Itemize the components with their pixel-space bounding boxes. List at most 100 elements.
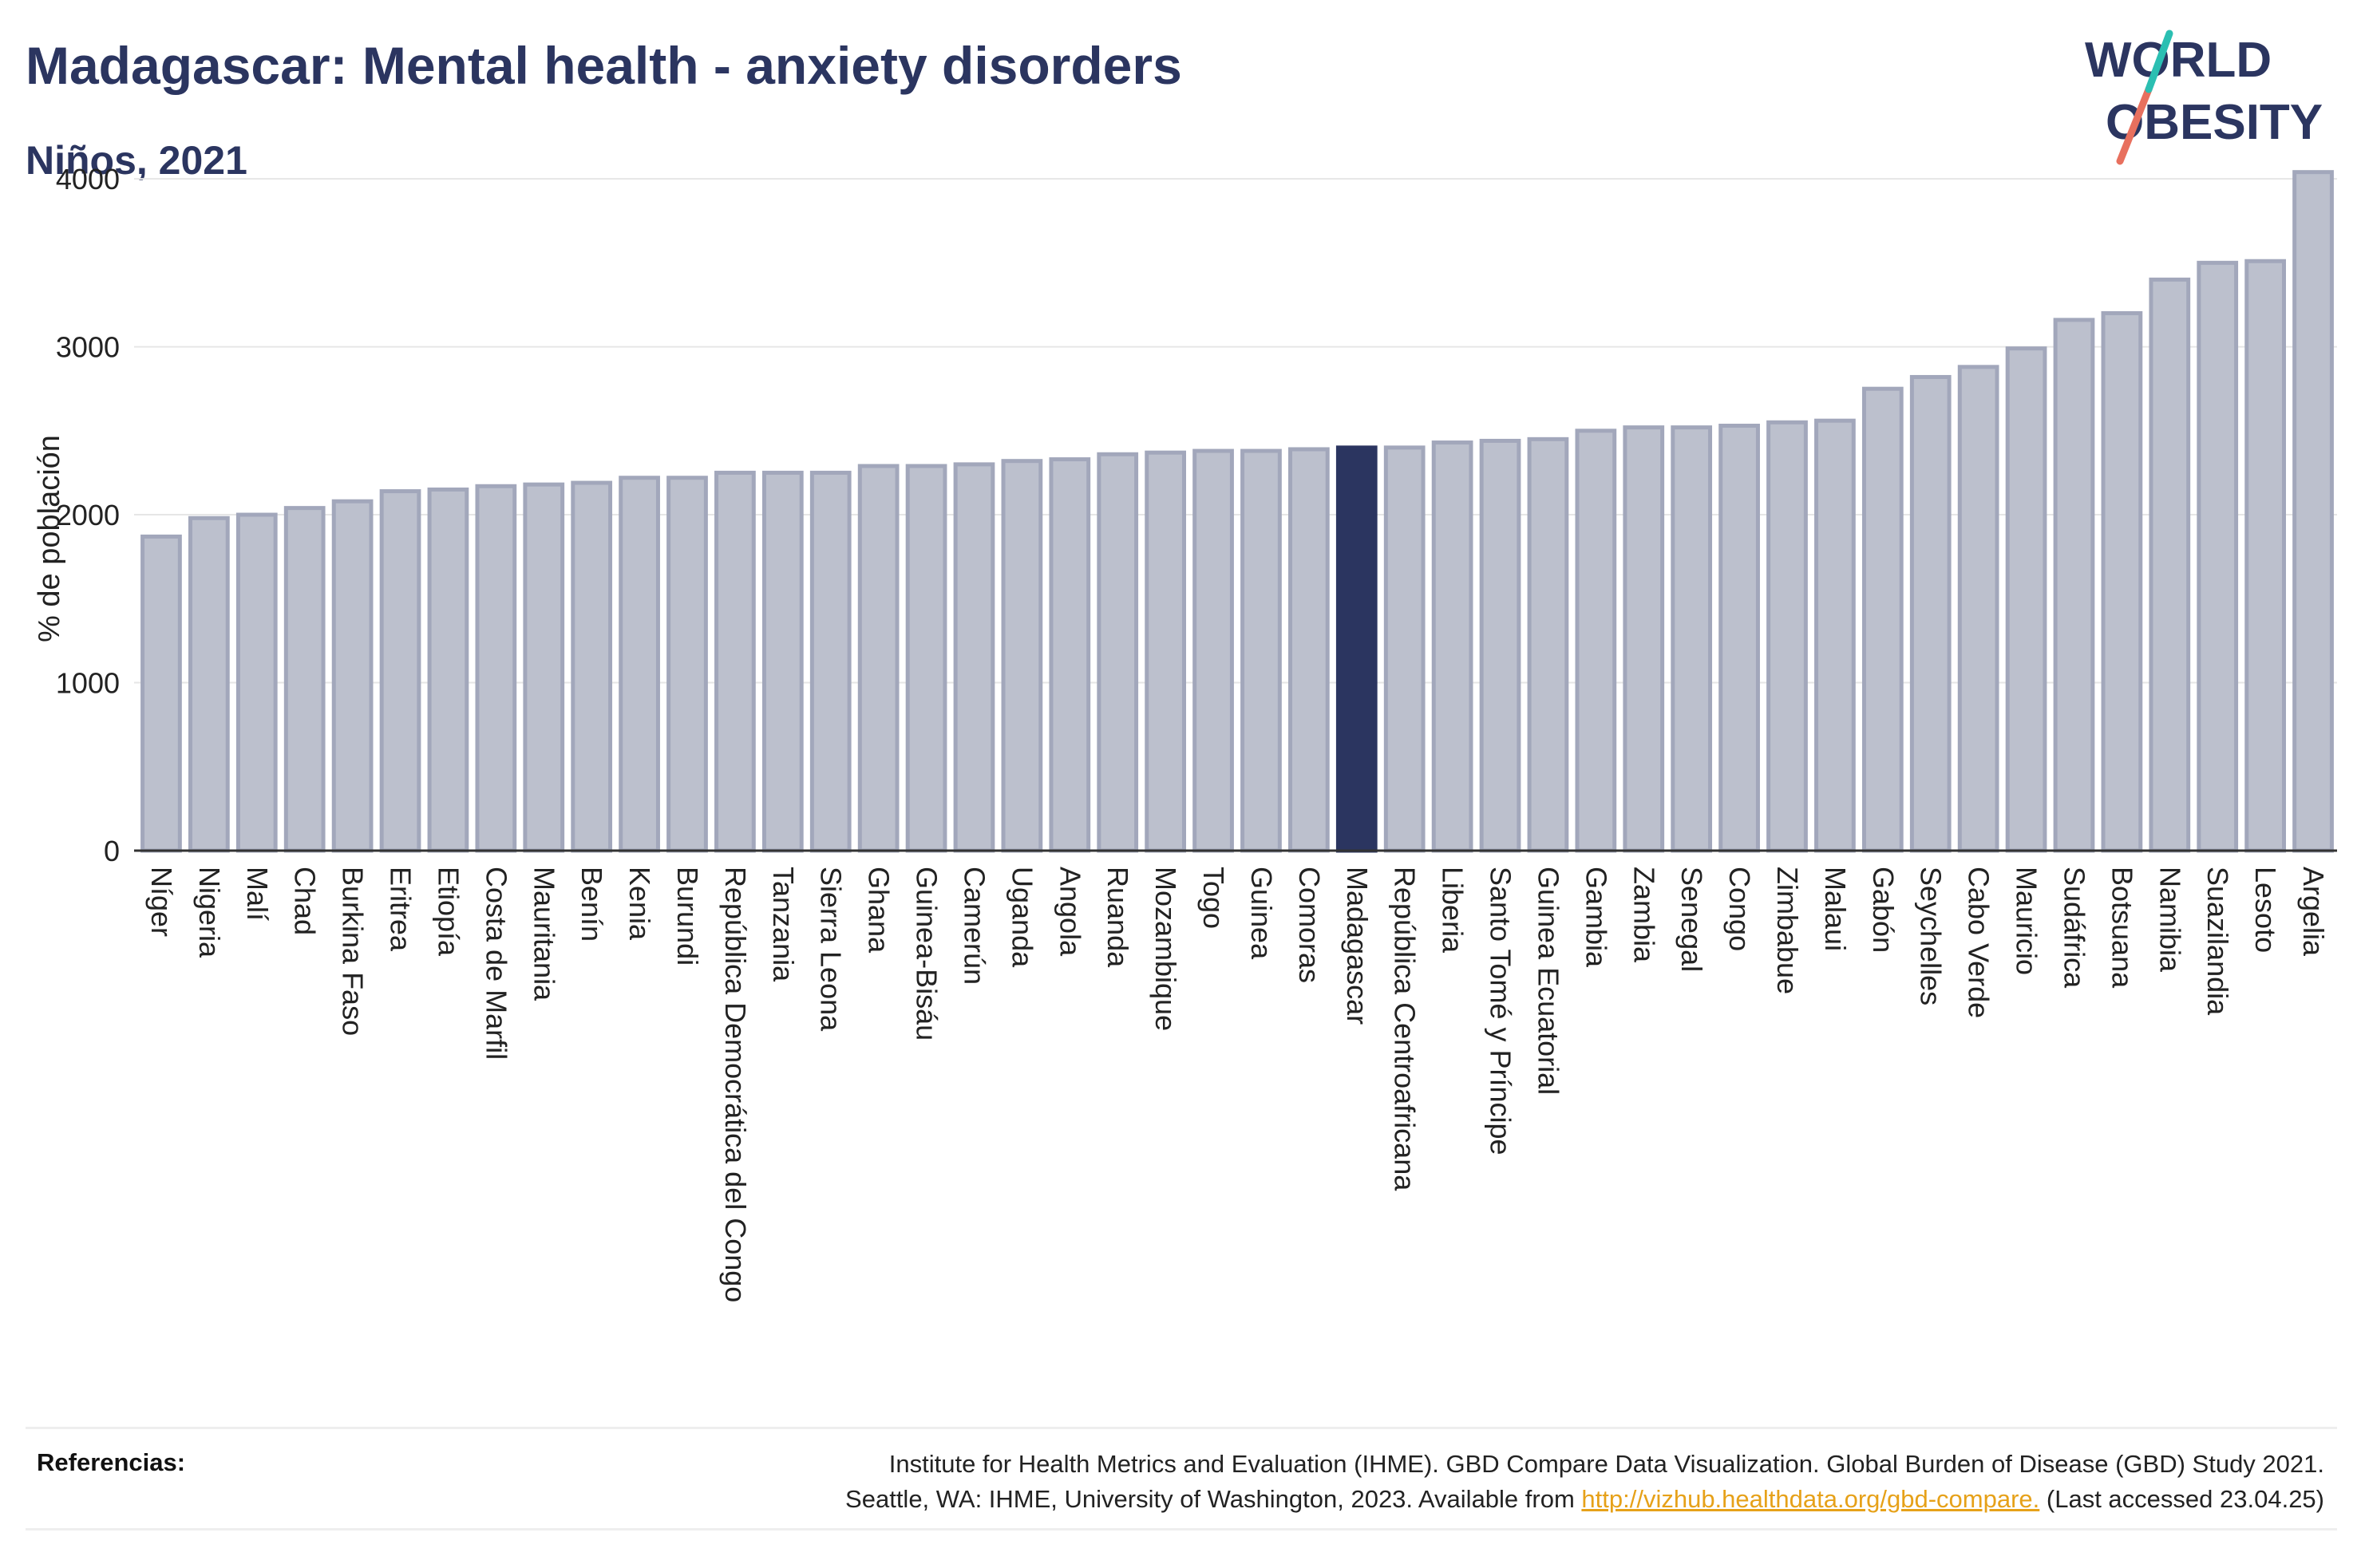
chart-subtitle: Niños, 2021	[26, 138, 247, 183]
bar	[379, 489, 421, 853]
x-tick-label: Santo Tomé y Príncipe	[1485, 867, 1517, 1155]
x-tick-label: Sudáfrica	[2058, 867, 2090, 989]
bar	[1383, 445, 1426, 853]
x-tick-label: Congo	[1723, 867, 1756, 951]
x-tick-label: Mauricio	[2011, 867, 2043, 975]
bar	[1288, 447, 1330, 853]
x-tick-label: Burundi	[671, 867, 704, 966]
bar	[1575, 429, 1617, 853]
x-tick-label: Togo	[1197, 867, 1230, 929]
bar	[761, 470, 804, 853]
x-tick-label: República Democrática del Congo	[719, 867, 752, 1302]
x-tick-label: Angola	[1054, 867, 1086, 957]
x-tick-label: Ghana	[863, 867, 896, 954]
bar	[1527, 436, 1569, 853]
x-tick-label: Madagascar	[1341, 867, 1374, 1025]
bar	[427, 487, 469, 853]
x-tick-label: Guinea Ecuatorial	[1532, 867, 1564, 1095]
bar-chart: 0 1000 2000 3000 4000 Níger Nigeria Malí Chad Bu…	[33, 163, 2337, 1302]
references-label: Referencias:	[37, 1448, 186, 1476]
x-tick-label: Gambia	[1580, 867, 1612, 968]
bar	[1001, 459, 1043, 853]
reference-line-2-pre: Seattle, WA: IHME, University of Washing…	[845, 1485, 1582, 1513]
bar	[331, 499, 374, 853]
x-tick-label: Sierra Leona	[815, 867, 848, 1032]
x-tick-label: Cabo Verde	[1963, 867, 1995, 1018]
reference-line-1: Institute for Health Metrics and Evaluat…	[888, 1450, 2324, 1478]
x-tick-label: República Centroafricana	[1389, 867, 1422, 1191]
x-tick-label: Comoras	[1293, 867, 1326, 983]
x-tick-label: Benín	[575, 867, 608, 942]
x-tick-label: Guinea	[1245, 867, 1278, 960]
bar	[1479, 438, 1521, 853]
y-tick-label: 2000	[56, 499, 120, 531]
bar	[1718, 423, 1760, 853]
bar	[619, 476, 660, 853]
bar	[1192, 448, 1234, 853]
y-axis-label: % de población	[33, 435, 66, 642]
bar	[1909, 374, 1952, 853]
reference-link[interactable]: http://vizhub.healthdata.org/gbd-compare…	[1581, 1485, 2040, 1513]
bar	[666, 476, 708, 853]
x-tick-labels: Níger Nigeria Malí Chad Burkina Faso Eritrea E…	[145, 867, 2330, 1302]
bar	[953, 462, 995, 853]
bar	[2244, 259, 2286, 853]
bar	[283, 506, 326, 853]
bar	[2292, 170, 2334, 853]
x-tick-label: Costa de Marfil	[480, 867, 512, 1060]
bar	[1623, 425, 1665, 853]
x-tick-label: Kenia	[623, 867, 656, 941]
y-tick-label: 4000	[56, 163, 120, 196]
y-tick-label: 0	[104, 835, 120, 867]
x-tick-label: Etiopía	[432, 867, 465, 957]
x-tick-label: Gabón	[1867, 867, 1900, 953]
y-tick-label: 3000	[56, 331, 120, 364]
x-tick-label: Zimbabue	[1771, 867, 1804, 994]
bar	[235, 512, 278, 853]
bar	[857, 464, 900, 853]
logo-line1: WORLD	[2085, 33, 2272, 88]
bar	[1431, 440, 1473, 853]
x-tick-label: Mauritania	[528, 867, 560, 1001]
bar	[1097, 452, 1139, 853]
bar	[188, 515, 230, 853]
x-tick-label: Eritrea	[385, 867, 417, 952]
bar	[1766, 420, 1808, 853]
references-text: Institute for Health Metrics and Evaluat…	[845, 1447, 2324, 1517]
bar	[2101, 310, 2143, 853]
y-tick-labels: 0 1000 2000 3000 4000	[56, 163, 120, 867]
x-tick-label: Suazilandia	[2201, 867, 2234, 1016]
x-tick-label: Guinea-Bisáu	[911, 867, 943, 1041]
x-tick-label: Argelia	[2297, 867, 2330, 957]
bar	[1145, 450, 1186, 853]
bar	[2197, 260, 2239, 853]
bar	[1240, 448, 1282, 853]
bar	[1861, 386, 1904, 853]
bar	[1671, 425, 1713, 853]
x-tick-label: Camerún	[958, 867, 991, 985]
x-tick-label: Senegal	[1675, 867, 1708, 972]
bar	[1335, 445, 1378, 853]
x-tick-label: Lesoto	[2249, 867, 2282, 953]
x-tick-label: Seychelles	[1915, 867, 1948, 1005]
x-tick-label: Zambia	[1627, 867, 1660, 963]
bar	[523, 482, 565, 853]
bar	[714, 470, 756, 853]
bar	[1957, 365, 1999, 853]
x-tick-label: Mozambique	[1149, 867, 1182, 1031]
x-tick-label: Liberia	[1437, 867, 1469, 954]
x-tick-label: Namibia	[2153, 867, 2186, 973]
bar	[809, 470, 852, 853]
bars	[140, 170, 2334, 853]
x-tick-label: Malaui	[1819, 867, 1852, 951]
reference-line-2-post: (Last accessed 23.04.25)	[2039, 1485, 2324, 1513]
x-tick-label: Níger	[145, 867, 178, 937]
bar	[2053, 318, 2095, 853]
logo-slash-teal	[2145, 30, 2173, 93]
x-tick-label: Nigeria	[193, 867, 226, 958]
x-tick-label: Chad	[289, 867, 322, 935]
reference-line-2: Seattle, WA: IHME, University of Washing…	[845, 1482, 2324, 1517]
references-panel: Referencias: Institute for Health Metric…	[26, 1427, 2337, 1530]
bar	[1814, 418, 1856, 853]
bar	[140, 534, 182, 853]
